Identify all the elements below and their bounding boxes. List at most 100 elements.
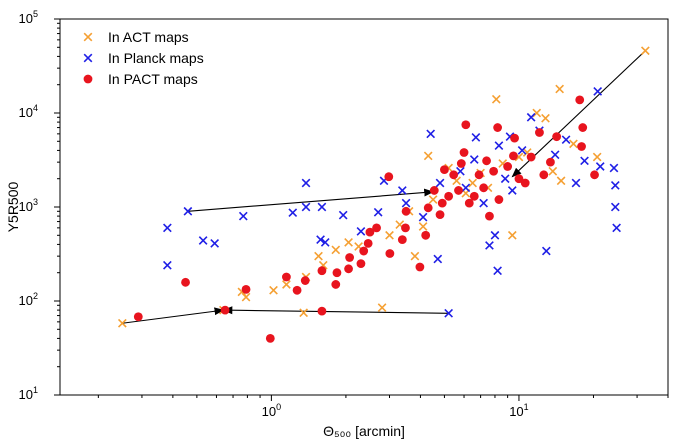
y-tick-label: 102: [19, 291, 38, 308]
data-point-x: [561, 135, 571, 145]
data-point-circle: [344, 264, 353, 274]
data-point-x: [385, 230, 394, 240]
data-point-circle: [220, 305, 230, 315]
data-point-x: [494, 141, 504, 150]
data-point-x: [517, 146, 527, 155]
data-point-x: [117, 318, 127, 328]
data-point-circle: [577, 142, 586, 151]
data-point-x: [612, 223, 621, 233]
data-point-circle: [509, 151, 518, 161]
data-point-circle: [292, 285, 302, 295]
data-point-circle: [437, 198, 447, 208]
data-point-x: [490, 230, 500, 240]
arrow: [222, 306, 449, 315]
data-point-x: [580, 156, 589, 166]
data-point-x: [532, 108, 542, 118]
data-point-circle: [331, 280, 341, 289]
data-point-circle: [590, 170, 599, 180]
data-point-circle: [578, 123, 588, 132]
data-point-x: [595, 162, 605, 171]
data-point-x: [410, 251, 420, 261]
data-point-circle: [372, 223, 381, 233]
data-point-x: [461, 183, 471, 193]
data-point-x: [320, 238, 330, 247]
data-point-x: [162, 260, 172, 270]
data-point-circle: [485, 211, 494, 221]
data-point-x: [592, 152, 602, 162]
data-point-x: [356, 227, 366, 236]
data-point-x: [418, 212, 428, 222]
data-point-x: [485, 241, 494, 250]
data-point-circle: [469, 191, 479, 201]
data-point-x: [377, 303, 387, 313]
data-point-circle: [456, 159, 466, 168]
data-point-circle: [282, 272, 291, 282]
data-point-circle: [461, 120, 471, 130]
data-point-x: [435, 178, 445, 188]
data-point-x: [428, 195, 438, 204]
data-point-circle: [133, 312, 143, 322]
data-point-x: [593, 86, 603, 96]
legend-marker: [83, 53, 93, 63]
y-axis-label: Y5R500: [5, 181, 21, 232]
data-point-x: [444, 308, 454, 318]
data-point-circle: [359, 246, 369, 256]
data-point-circle: [459, 148, 469, 157]
data-point-circle: [332, 268, 342, 278]
data-point-x: [397, 186, 407, 195]
data-point-x: [316, 235, 325, 244]
data-point-circle: [520, 178, 530, 188]
legend-label: In Planck maps: [108, 50, 204, 66]
data-point-circle: [181, 277, 190, 287]
data-point-x: [426, 129, 436, 139]
data-point-x: [609, 163, 619, 173]
data-point-circle: [397, 235, 407, 244]
data-point-x: [198, 236, 208, 245]
data-point-x: [571, 178, 581, 188]
data-point-circle: [356, 259, 366, 268]
data-point-x: [507, 230, 517, 240]
data-point-circle: [449, 170, 459, 180]
data-point-circle: [494, 195, 504, 204]
data-point-circle: [464, 198, 474, 208]
data-point-circle: [345, 253, 355, 262]
data-point-circle: [482, 156, 491, 166]
data-point-x: [183, 206, 193, 216]
legend: In ACT maps In Planck maps In PACT maps: [83, 29, 204, 87]
data-point-x: [493, 266, 502, 276]
data-point-circle: [454, 186, 463, 195]
legend-item: In Planck maps: [83, 50, 204, 66]
data-point-x: [301, 178, 311, 188]
data-point-x: [288, 208, 298, 218]
legend-label: In PACT maps: [108, 71, 198, 87]
arrow: [187, 188, 435, 212]
data-point-x: [423, 151, 433, 161]
data-point-x: [479, 198, 488, 208]
data-point-circle: [423, 203, 433, 213]
legend-marker: [83, 74, 93, 84]
data-point-circle: [552, 132, 562, 142]
data-point-x: [401, 198, 411, 208]
axis-ticks: 100 101 101 102 103 104 105: [19, 9, 669, 419]
data-point-x: [507, 186, 517, 195]
data-point-circle: [300, 276, 310, 285]
data-point-circle: [514, 174, 524, 184]
data-points: [117, 46, 650, 343]
data-point-circle: [401, 223, 410, 233]
legend-item: In ACT maps: [83, 29, 189, 45]
data-point-x: [338, 210, 348, 220]
data-point-x: [550, 150, 560, 160]
data-point-x: [526, 112, 536, 122]
data-point-x: [373, 207, 383, 217]
data-point-x: [331, 245, 341, 255]
y-tick-label: 103: [19, 197, 38, 214]
data-point-circle: [415, 262, 425, 272]
data-point-x: [541, 246, 551, 256]
data-point-circle: [474, 170, 484, 180]
data-point-x: [238, 211, 248, 221]
data-point-circle: [575, 95, 585, 105]
data-point-x: [314, 251, 323, 261]
data-point-circle: [526, 152, 536, 162]
data-point-circle: [440, 165, 449, 174]
data-point-circle: [489, 166, 499, 176]
